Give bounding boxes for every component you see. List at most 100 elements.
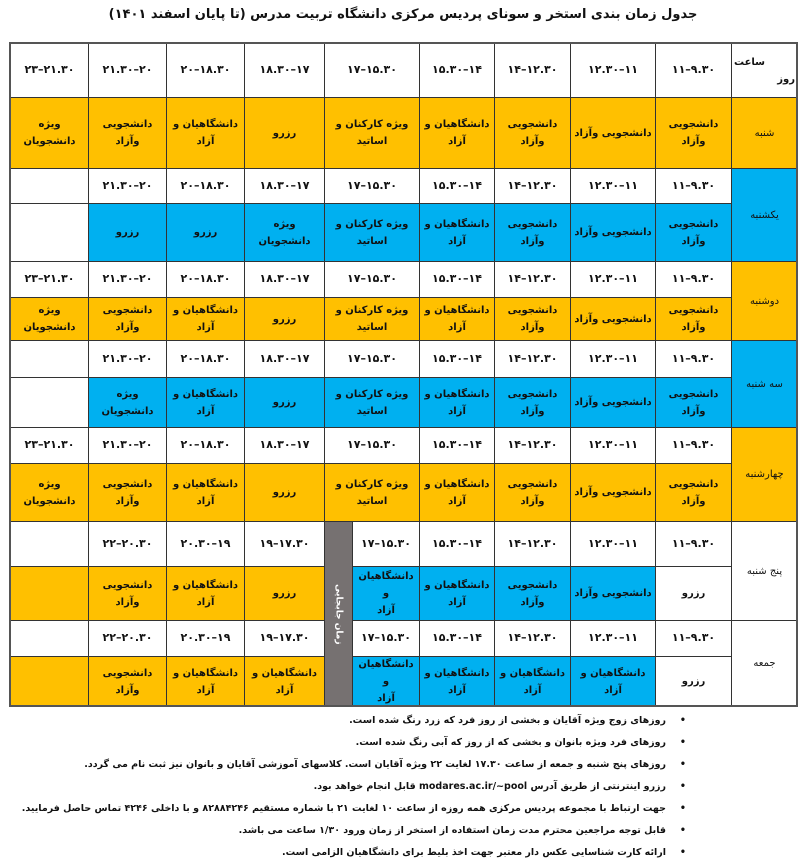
schedule-cell: دانشجویی وآزاد — [494, 297, 571, 341]
time-slot: ۱۹–۱۷.۳۰ — [244, 521, 325, 567]
time-slot — [10, 521, 89, 567]
header-time: ۲۳–۲۱.۳۰ — [10, 43, 89, 98]
schedule-cell: دانشگاهیان و آزاد — [166, 377, 245, 428]
schedule-cell: رزرو — [244, 566, 325, 621]
time-slot: ۱۷–۱۵.۳۰ — [352, 521, 420, 567]
schedule-cell: دانشجویی وآزاد — [570, 377, 656, 428]
schedule-cell: دانشجویی وآزاد — [655, 97, 732, 169]
day-cell: شنبه — [731, 97, 798, 169]
schedule-cell: دانشجویی وآزاد — [88, 566, 167, 621]
header-time: ۱۱–۹.۳۰ — [655, 43, 732, 98]
schedule-cell: دانشگاهیان و آزاد — [352, 656, 420, 707]
time-slot: ۲۳–۲۱.۳۰ — [10, 427, 89, 464]
schedule-cell — [10, 377, 89, 428]
schedule-cell: ویژه دانشجویان — [88, 377, 167, 428]
time-slot: ۱۴–۱۲.۳۰ — [494, 261, 571, 298]
schedule-cell — [10, 203, 89, 262]
schedule-cell: دانشگاهیان و آزاد — [419, 566, 495, 621]
time-slot: ۲۳–۲۱.۳۰ — [10, 261, 89, 298]
transition-time-label: زمان جابجایی — [333, 583, 344, 645]
note-item: روزهای فرد ویژه بانوان و بخشی که از روز … — [10, 732, 688, 754]
time-slot: ۱۱–۹.۳۰ — [655, 620, 732, 657]
schedule-cell: دانشگاهیان و آزاد — [166, 297, 245, 341]
time-slot: ۲۱.۳۰–۲۰ — [88, 168, 167, 204]
time-slot: ۲۰.۳۰–۱۹ — [166, 620, 245, 657]
schedule-cell: ویژه کارکنان و اساتید — [324, 203, 420, 262]
time-slot — [10, 620, 89, 657]
time-slot: ۱۷–۱۵.۳۰ — [324, 427, 420, 464]
time-slot: ۱۷–۱۵.۳۰ — [352, 620, 420, 657]
schedule-cell: دانشگاهیان و آزاد — [166, 656, 245, 707]
schedule-cell: ویژه کارکنان و اساتید — [324, 297, 420, 341]
time-slot: ۱۵.۳۰–۱۴ — [419, 521, 495, 567]
time-slot: ۱۱–۹.۳۰ — [655, 340, 732, 378]
day-label: روز — [777, 73, 795, 85]
header-time: ۱۴–۱۲.۳۰ — [494, 43, 571, 98]
time-slot: ۱۲.۳۰–۱۱ — [570, 261, 656, 298]
schedule-cell: ویژه دانشجویان — [244, 203, 325, 262]
schedule-cell: رزرو — [166, 203, 245, 262]
schedule-cell: دانشجویی وآزاد — [494, 566, 571, 621]
time-slot: ۱۸.۳۰–۱۷ — [244, 340, 325, 378]
schedule-cell: دانشجویی وآزاد — [570, 463, 656, 522]
header-time: ۱۲.۳۰–۱۱ — [570, 43, 656, 98]
day-cell: دوشنبه — [731, 261, 798, 341]
time-slot: ۱۲.۳۰–۱۱ — [570, 620, 656, 657]
time-slot: ۲۲–۲۰.۳۰ — [88, 521, 167, 567]
schedule-cell: رزرو — [655, 566, 732, 621]
schedule-cell: دانشگاهیان و آزاد — [419, 297, 495, 341]
schedule-cell: دانشگاهیان و آزاد — [166, 97, 245, 169]
time-slot: ۱۲.۳۰–۱۱ — [570, 427, 656, 464]
schedule-cell: دانشجویی وآزاد — [570, 566, 656, 621]
time-slot: ۲۱.۳۰–۲۰ — [88, 427, 167, 464]
schedule-cell: دانشگاهیان و آزاد — [419, 97, 495, 169]
header-time: ۲۰–۱۸.۳۰ — [166, 43, 245, 98]
time-slot: ۱۷–۱۵.۳۰ — [324, 168, 420, 204]
schedule-cell: ویژه دانشجویان — [10, 97, 89, 169]
schedule-cell: رزرو — [244, 297, 325, 341]
schedule-cell: دانشجویی وآزاد — [655, 297, 732, 341]
time-slot: ۱۵.۳۰–۱۴ — [419, 261, 495, 298]
schedule-cell: رزرو — [88, 203, 167, 262]
schedule-cell: دانشجویی وآزاد — [494, 463, 571, 522]
schedule-cell: دانشگاهیان و آزاد — [244, 656, 325, 707]
day-cell: سه شنبه — [731, 340, 798, 428]
time-slot: ۲۰–۱۸.۳۰ — [166, 340, 245, 378]
corner-header: ساعت روز — [731, 43, 798, 98]
page-title: جدول زمان بندی استخر و سونای پردیس مرکزی… — [108, 7, 698, 22]
time-slot: ۱۷–۱۵.۳۰ — [324, 340, 420, 378]
schedule-cell: دانشجویی وآزاد — [88, 97, 167, 169]
transition-time-bar: زمان جابجایی — [324, 521, 353, 707]
time-slot: ۲۱.۳۰–۲۰ — [88, 261, 167, 298]
header-time: ۲۱.۳۰–۲۰ — [88, 43, 167, 98]
schedule-cell: ویژه دانشجویان — [10, 463, 89, 522]
day-cell: جمعه — [731, 620, 798, 707]
schedule-cell: دانشگاهیان و آزاد — [166, 463, 245, 522]
time-slot: ۱۴–۱۲.۳۰ — [494, 620, 571, 657]
header-time: ۱۷–۱۵.۳۰ — [324, 43, 420, 98]
time-slot: ۲۰.۳۰–۱۹ — [166, 521, 245, 567]
time-slot: ۱۵.۳۰–۱۴ — [419, 168, 495, 204]
schedule-cell: ویژه کارکنان و اساتید — [324, 377, 420, 428]
schedule-cell: دانشجویی وآزاد — [494, 203, 571, 262]
schedule-cell: دانشگاهیان و آزاد — [494, 656, 571, 707]
time-slot: ۱۱–۹.۳۰ — [655, 521, 732, 567]
time-slot: ۱۴–۱۲.۳۰ — [494, 521, 571, 567]
notes-list: روزهای زوج ویژه آقایان و بخشی از روز فرد… — [10, 710, 688, 864]
note-item: قابل توجه مراجعین محترم مدت زمان استفاده… — [10, 820, 688, 842]
time-slot: ۲۰–۱۸.۳۰ — [166, 261, 245, 298]
time-slot: ۱۲.۳۰–۱۱ — [570, 521, 656, 567]
time-slot: ۱۱–۹.۳۰ — [655, 427, 732, 464]
note-item: روزهای زوج ویژه آقایان و بخشی از روز فرد… — [10, 710, 688, 732]
schedule-cell: رزرو — [244, 377, 325, 428]
schedule-cell: رزرو — [655, 656, 732, 707]
time-slot: ۱۲.۳۰–۱۱ — [570, 340, 656, 378]
time-slot: ۱۵.۳۰–۱۴ — [419, 427, 495, 464]
schedule-cell — [10, 656, 89, 707]
time-slot: ۲۲–۲۰.۳۰ — [88, 620, 167, 657]
schedule-cell: دانشگاهیان و آزاد — [419, 203, 495, 262]
time-slot: ۱۵.۳۰–۱۴ — [419, 620, 495, 657]
schedule-cell: دانشجویی وآزاد — [570, 203, 656, 262]
time-slot: ۱۹–۱۷.۳۰ — [244, 620, 325, 657]
note-item: روزهای پنج شنبه و جمعه از ساعت ۱۷.۳۰ لغا… — [10, 754, 688, 776]
